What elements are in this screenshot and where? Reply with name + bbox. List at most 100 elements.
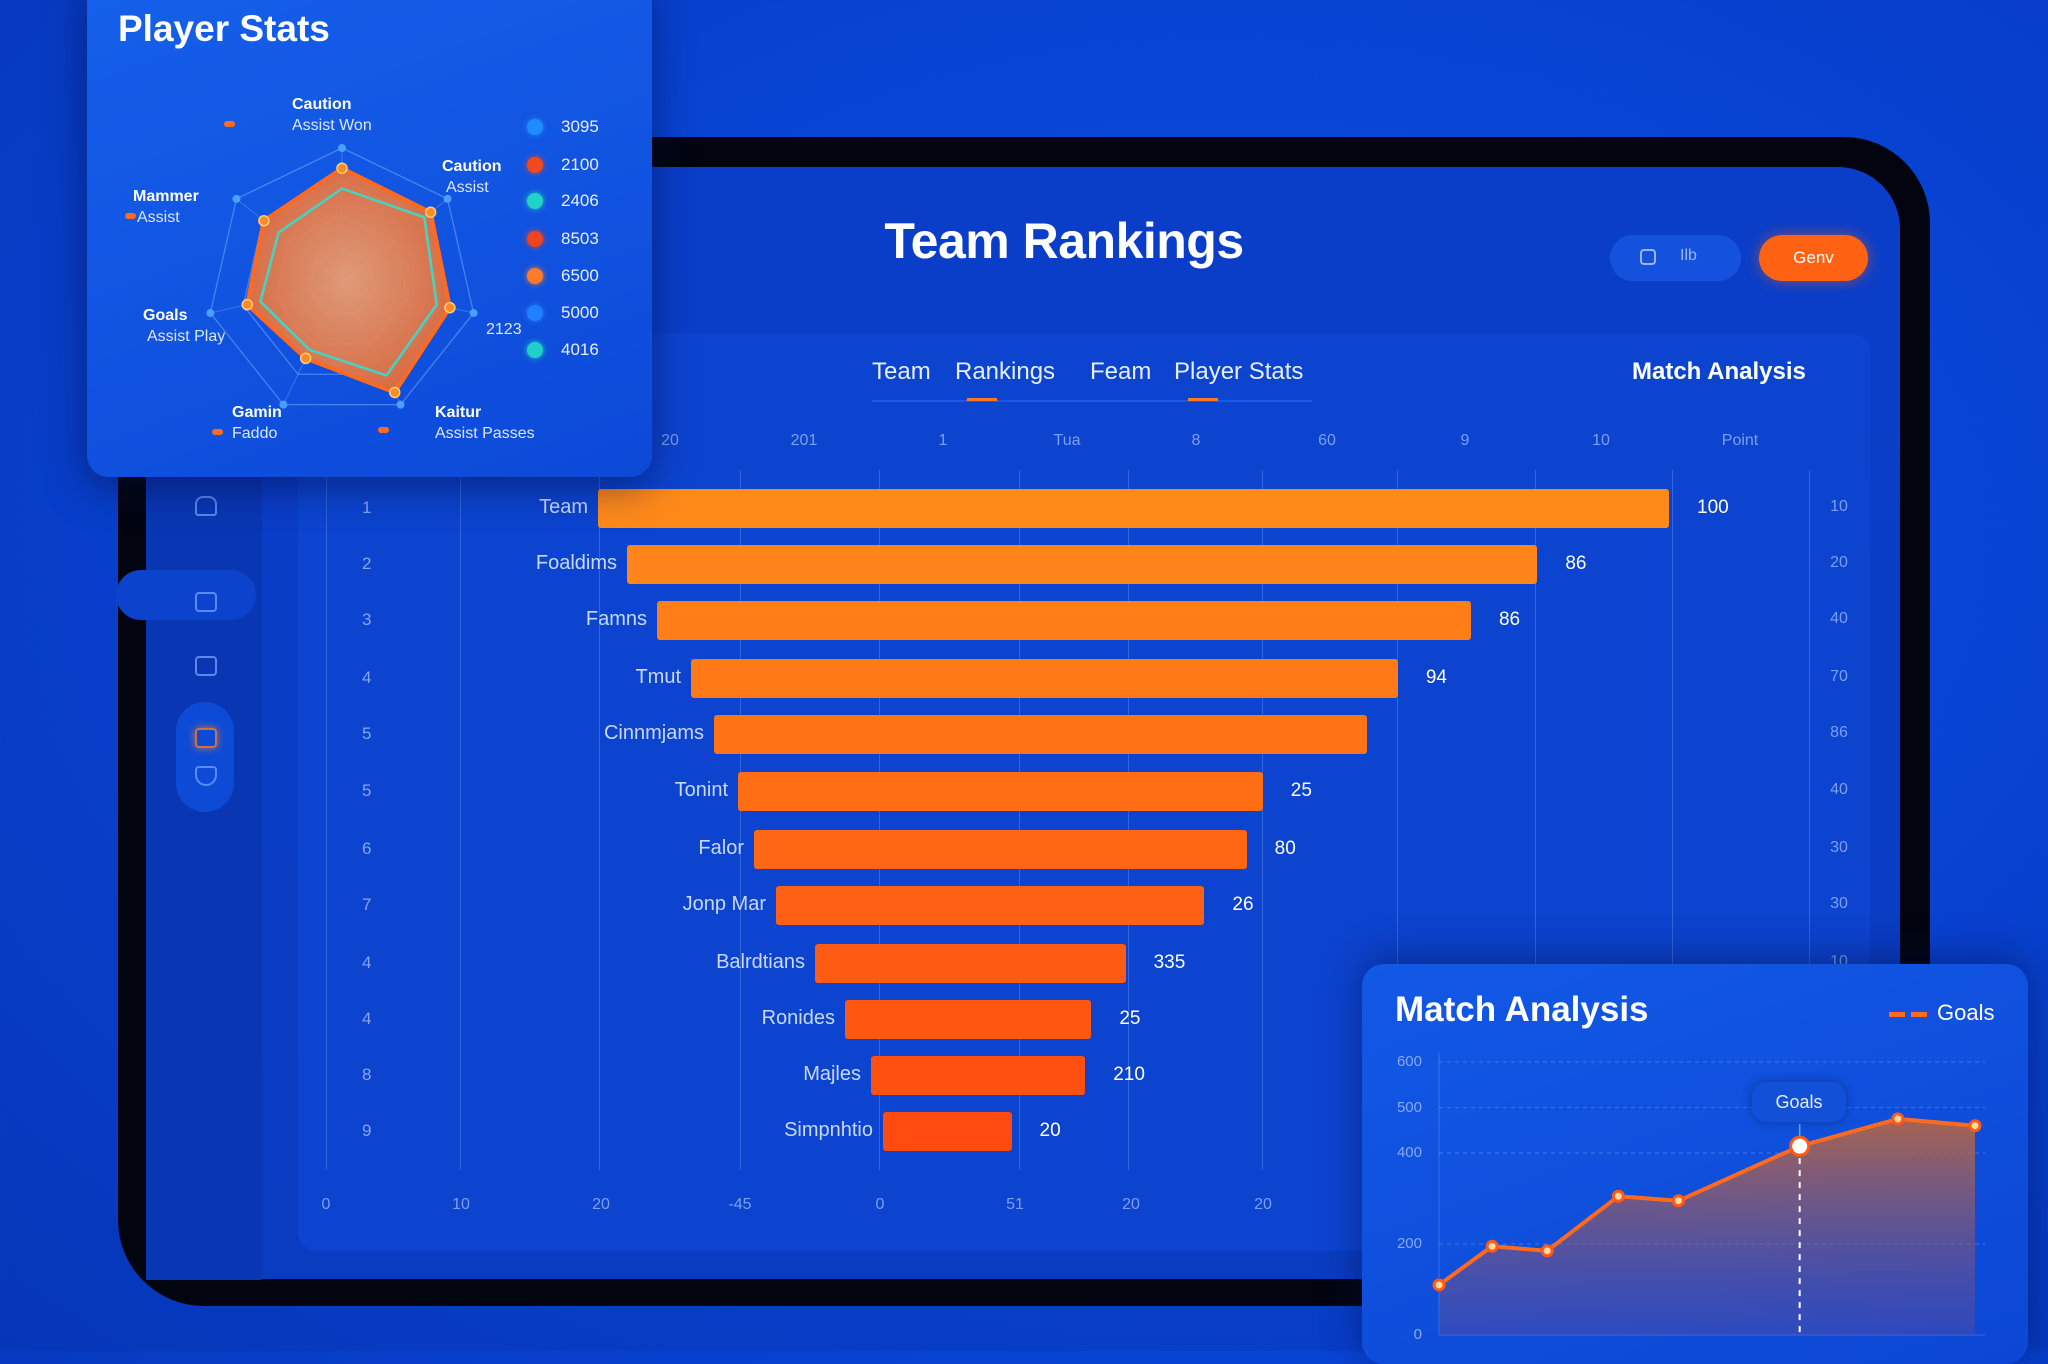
- primary-button[interactable]: Genv: [1759, 235, 1868, 281]
- bar-value: 86: [1498, 609, 1521, 630]
- trophy-icon[interactable]: [195, 728, 217, 748]
- y-axis-tick: 400: [1396, 1144, 1422, 1161]
- tab-player-stats[interactable]: Player Stats: [1174, 358, 1304, 385]
- legend-marker-icon: [212, 429, 223, 435]
- top-axis-tick: 1: [938, 432, 948, 449]
- tab-match-analysis[interactable]: Match Analysis: [1632, 358, 1806, 385]
- tab-feam[interactable]: Feam: [1090, 358, 1152, 385]
- legend-marker-icon: [378, 427, 389, 433]
- bar-label: Team: [539, 496, 588, 518]
- bar-label: Tmut: [635, 666, 681, 688]
- radar-axis-label: Mammer: [133, 188, 199, 205]
- bar[interactable]: [691, 659, 1398, 698]
- bar-label: Falor: [698, 837, 744, 859]
- radar-axis-dot: [443, 194, 452, 203]
- radar-chart: [206, 144, 478, 409]
- dashboard-icon[interactable]: [195, 656, 217, 676]
- grid-line: [1809, 470, 1810, 1170]
- bottom-axis-tick: 0: [321, 1196, 331, 1213]
- bar-value: 94: [1425, 667, 1447, 688]
- bar-value: 210: [1113, 1064, 1145, 1085]
- chart-icon[interactable]: [195, 592, 217, 612]
- bottom-axis-tick: 20: [1122, 1196, 1140, 1213]
- radar-axis-label: Caution: [442, 158, 502, 175]
- bar-label: Tonint: [674, 779, 728, 801]
- rank-number: 3: [362, 610, 372, 629]
- data-point: [1891, 1112, 1905, 1126]
- tabs-divider: [872, 400, 1312, 402]
- grid-line: [599, 470, 600, 1170]
- bar[interactable]: [883, 1112, 1012, 1151]
- top-axis-tick: 8: [1191, 432, 1201, 449]
- radar-axis-dot: [206, 309, 215, 318]
- radar-grid: [209, 147, 475, 406]
- area-chart: [1432, 1052, 1985, 1336]
- message-icon[interactable]: [1640, 249, 1656, 265]
- sidebar: [116, 470, 262, 1280]
- radar-series-1: [259, 187, 439, 377]
- rank-number: 4: [362, 953, 372, 972]
- radar-axis-sublabel: 2123: [486, 321, 522, 338]
- grid-line: [1128, 470, 1129, 1170]
- rank-number: 5: [362, 724, 372, 743]
- shield-icon[interactable]: [195, 766, 217, 786]
- bar[interactable]: [738, 772, 1263, 811]
- series-line: [1437, 1116, 1976, 1287]
- y-axis-tick: 500: [1396, 1098, 1422, 1116]
- radar-axis-sublabel: Assist: [446, 179, 489, 196]
- right-axis-tick: 20: [1830, 554, 1848, 571]
- tab-team[interactable]: Team: [872, 358, 931, 385]
- bar[interactable]: [871, 1056, 1086, 1095]
- legend-dot-icon: [527, 157, 543, 173]
- page-title: Team Rankings: [884, 213, 1244, 269]
- bar[interactable]: [627, 545, 1538, 584]
- bottom-axis-tick: 51: [1006, 1196, 1024, 1213]
- bar[interactable]: [776, 886, 1205, 925]
- home-icon[interactable]: [195, 496, 217, 516]
- bar-value: 86: [1565, 553, 1587, 574]
- data-point: [1540, 1244, 1554, 1258]
- radar-point: [241, 298, 253, 311]
- bar[interactable]: [815, 944, 1126, 983]
- radar-axis-sublabel: Assist: [137, 209, 180, 226]
- radar-axis-sublabel: Assist Passes: [435, 425, 535, 442]
- right-axis-tick: 10: [1830, 498, 1848, 515]
- tab-active-indicator: [967, 398, 997, 401]
- bar-label: Majles: [803, 1063, 861, 1085]
- icon-button-group: Ilb: [1610, 235, 1741, 281]
- bar-value: 20: [1039, 1120, 1061, 1141]
- grid-line: [1262, 470, 1263, 1170]
- icon-button-label[interactable]: Ilb: [1680, 247, 1697, 264]
- bar[interactable]: [714, 715, 1368, 754]
- data-point: [1432, 1278, 1446, 1292]
- data-point: [1485, 1239, 1499, 1253]
- bar[interactable]: [598, 489, 1669, 528]
- bar-label: Ronides: [761, 1007, 835, 1029]
- chart-tooltip: Goals: [1752, 1082, 1846, 1122]
- legend-dot-icon: [527, 231, 543, 247]
- data-point: [1968, 1119, 1982, 1133]
- bar[interactable]: [845, 1000, 1092, 1039]
- radar-axis-dot: [232, 194, 241, 203]
- grid-line: [1535, 470, 1536, 1170]
- bar[interactable]: [754, 830, 1247, 869]
- top-axis-tick: Tua: [1053, 432, 1081, 449]
- highlight-point: [1789, 1135, 1811, 1157]
- right-axis-tick: 40: [1830, 781, 1848, 798]
- top-axis-tick: 9: [1460, 432, 1470, 449]
- legend-line-icon: [1889, 1012, 1927, 1017]
- bar[interactable]: [657, 601, 1471, 640]
- bottom-axis-tick: -45: [728, 1196, 752, 1213]
- right-axis-tick: 70: [1830, 668, 1848, 685]
- bar-value: 100: [1697, 497, 1729, 518]
- radar-point: [424, 206, 437, 219]
- radar-point: [444, 301, 456, 314]
- grid-line: [460, 470, 461, 1170]
- grid-line: [326, 470, 327, 1170]
- rank-number: 8: [362, 1065, 372, 1084]
- rank-number: 1: [362, 498, 372, 517]
- rank-number: 2: [362, 554, 372, 573]
- tab-rankings[interactable]: Rankings: [955, 358, 1056, 385]
- grid-line: [879, 470, 880, 1170]
- right-axis-tick: 30: [1830, 895, 1848, 912]
